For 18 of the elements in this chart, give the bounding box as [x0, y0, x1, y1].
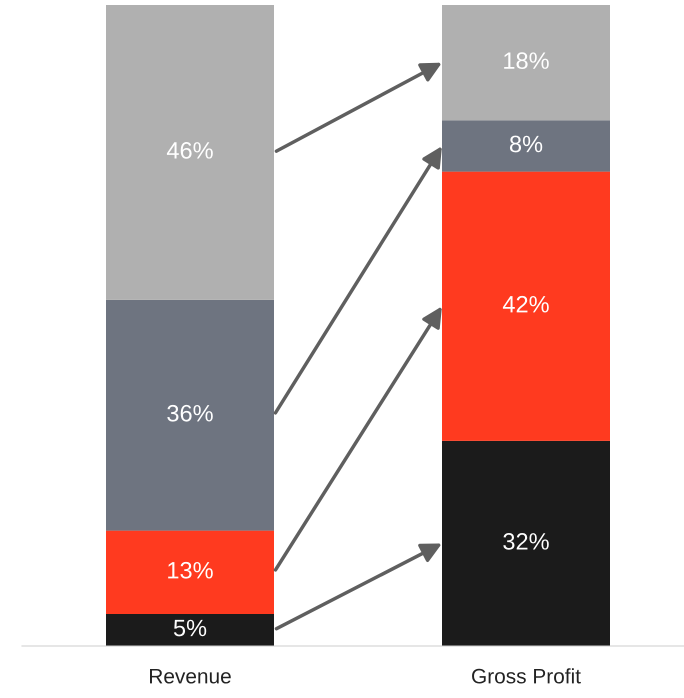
data-label: 36%	[167, 404, 213, 422]
data-label: 42%	[502, 296, 549, 313]
data-label: 8%	[510, 136, 542, 152]
data-label: 32%	[503, 533, 549, 550]
data-label: 5%	[174, 620, 206, 636]
data-label: 18%	[504, 52, 549, 70]
bar	[442, 120, 610, 172]
x-tick-label: Revenue	[150, 668, 231, 684]
x-tick-label: Gross Profit	[472, 668, 581, 684]
bar	[106, 614, 274, 646]
data-label: 46%	[166, 142, 213, 159]
bar	[106, 300, 274, 531]
bar	[106, 530, 274, 614]
bar	[442, 5, 610, 120]
bar	[442, 440, 610, 646]
bar	[442, 172, 610, 441]
data-label: 13%	[168, 562, 213, 579]
bar	[106, 5, 274, 300]
